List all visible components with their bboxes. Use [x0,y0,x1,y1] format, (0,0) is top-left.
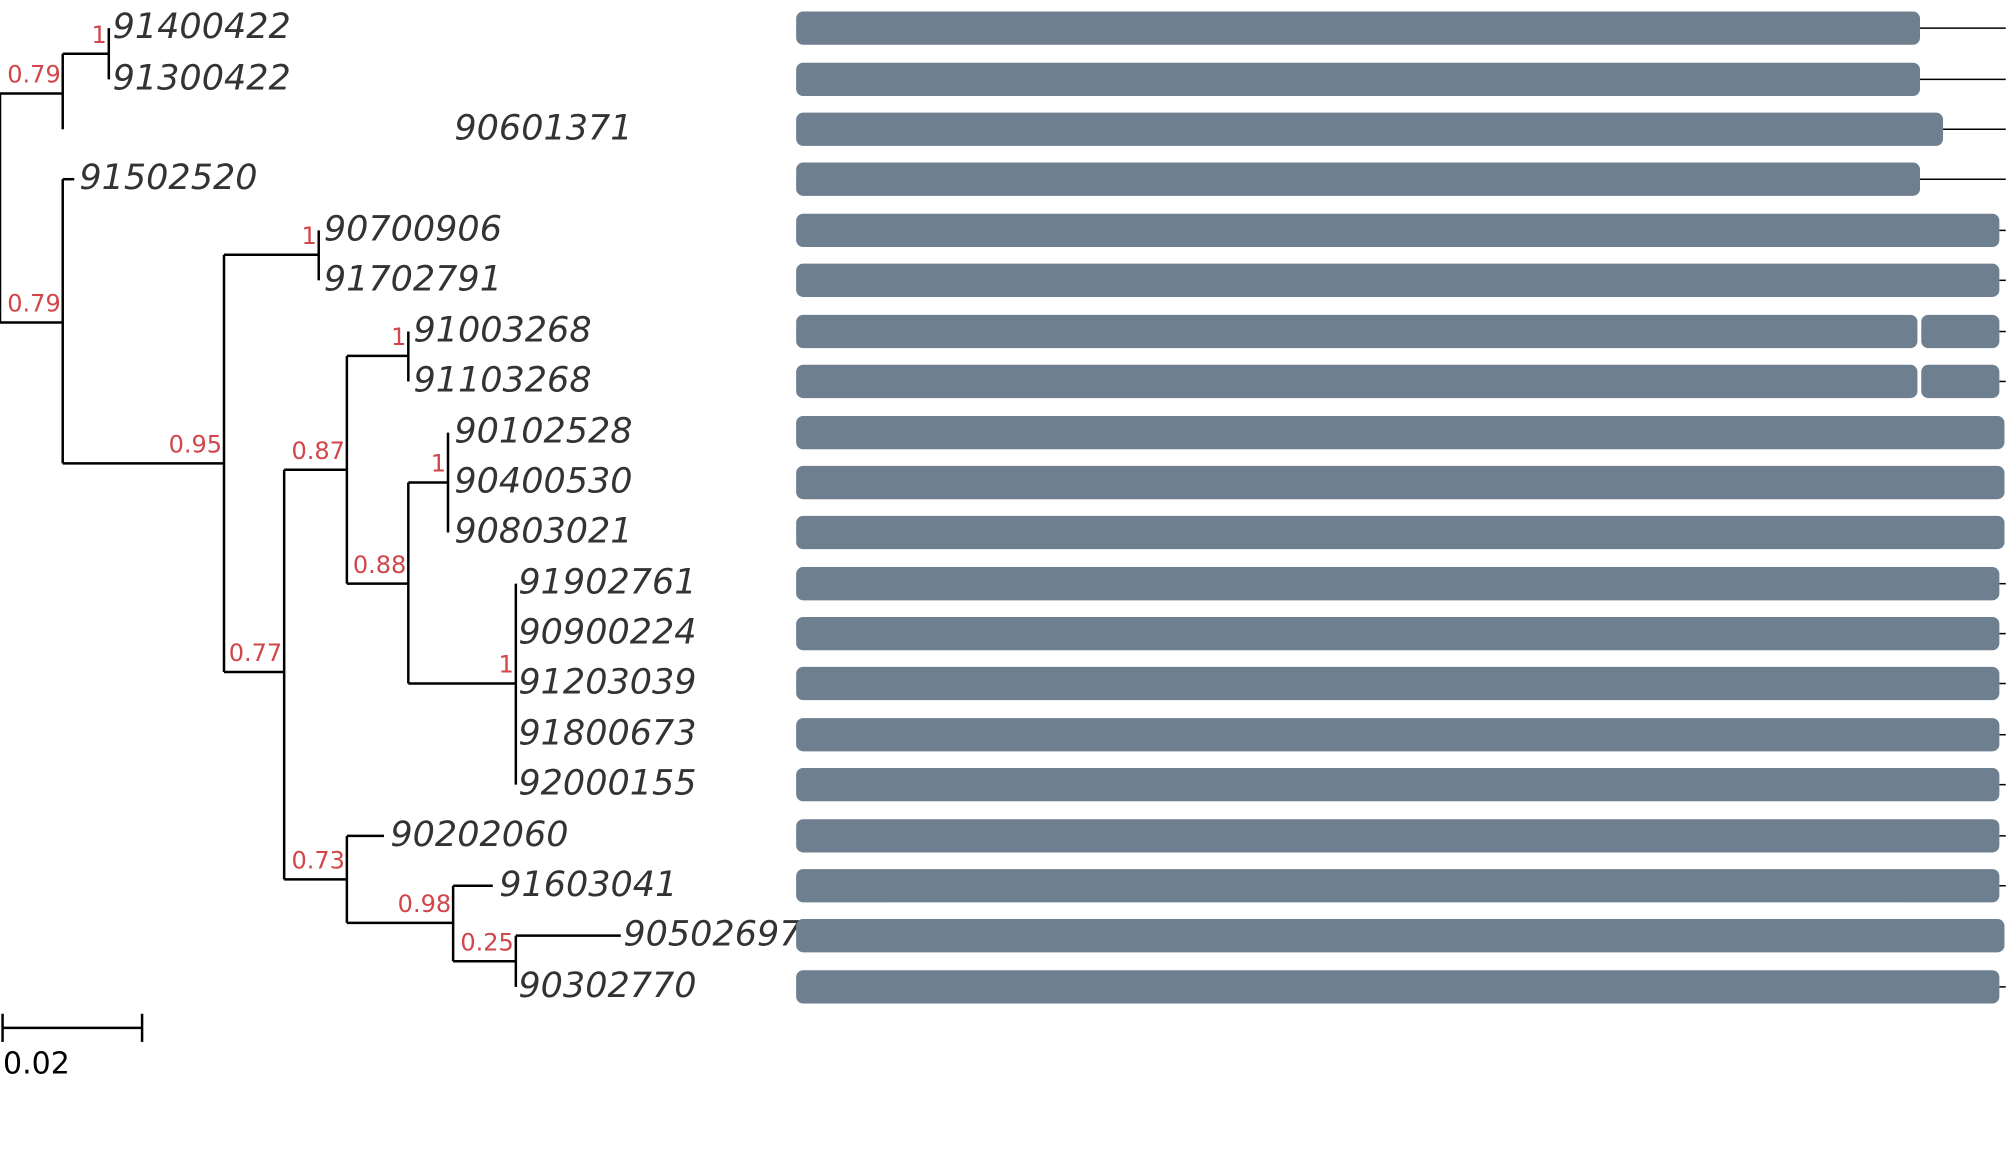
support-value: 1 [301,222,316,250]
leaf-label: 90803021 [454,511,632,551]
leaf-label: 90102528 [454,412,632,452]
support-value: 0.88 [353,551,406,579]
leaf-label: 91502520 [79,158,257,198]
support-value: 0.79 [7,61,60,89]
support-value: 0.98 [398,890,451,918]
leaf-label: 92000155 [518,764,696,804]
domain-bar [796,819,2000,853]
domain-bar [796,515,2005,550]
domain-bar [796,112,1944,146]
leaf-label: 91603041 [499,865,677,905]
domain-bar [796,314,1918,349]
leaf-label: 91203039 [518,663,696,703]
support-value: 1 [391,323,406,351]
leaf-label: 91300422 [113,58,291,98]
support-value: 0.95 [169,430,222,458]
scale-label: 0.02 [3,1047,70,1082]
domain-bar [796,919,2005,953]
leaf-label: 90900224 [518,613,696,653]
domain-bar [796,213,2000,248]
domain-bar [796,416,2005,450]
support-value: 0.73 [291,846,344,874]
domain-bar [796,62,1921,96]
domain-bar [796,364,1918,399]
leaf-label: 90302770 [518,966,696,1006]
leaf-label: 91800673 [518,714,696,754]
domain-bar [796,263,2000,297]
domain-bar [796,869,2000,903]
leaf-label: 91702791 [324,259,502,299]
support-value: 1 [92,21,107,49]
domain-bar [796,970,2000,1004]
domain-bar [796,616,2000,651]
domain-bar [796,162,1921,196]
domain-bar [796,11,1921,45]
leaf-label: 90400530 [454,462,632,502]
support-value: 1 [431,450,446,478]
support-value: 0.79 [7,290,60,318]
support-value: 1 [499,651,514,679]
domain-bar [796,465,2005,500]
support-value: 0.77 [229,639,282,667]
domain-bar [1921,314,2000,349]
leaf-label: 90601371 [454,108,632,148]
leaf-label: 91400422 [113,7,291,47]
domain-bar [796,718,2000,752]
support-value: 0.87 [291,437,344,465]
domain-bar [1921,364,2000,399]
leaf-label: 91103268 [413,360,591,400]
leaf-label: 90700906 [324,209,502,249]
support-value: 0.25 [460,928,513,956]
leaf-label: 90202060 [390,815,568,855]
leaf-label: 91902761 [518,563,696,603]
domain-bar [796,666,2000,701]
leaf-label: 91003268 [413,311,591,351]
domain-bar [796,567,2000,601]
domain-bar [796,768,2000,802]
leaf-label: 90502697 [623,915,801,955]
